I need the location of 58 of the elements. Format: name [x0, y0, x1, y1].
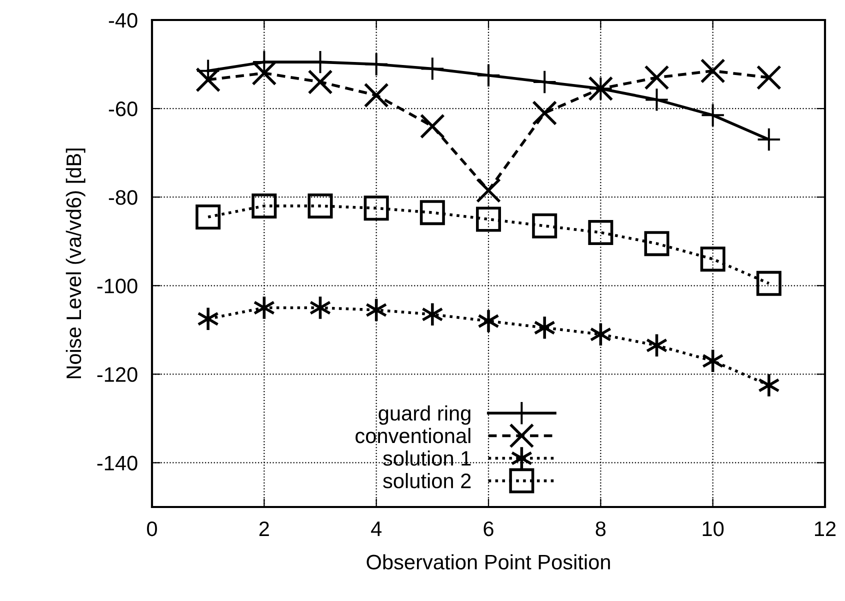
- point: [644, 231, 670, 256]
- point: [756, 270, 782, 296]
- point: [644, 65, 670, 90]
- point: [364, 196, 389, 221]
- point: [476, 206, 501, 232]
- point: [421, 302, 444, 327]
- y-tick-label: -120: [97, 367, 138, 382]
- point: [590, 322, 612, 347]
- y-tick-label: -140: [97, 456, 138, 470]
- legend-label: guard ring: [378, 405, 470, 425]
- point: [534, 315, 556, 340]
- point: [702, 104, 724, 126]
- point: [646, 332, 668, 358]
- point: [197, 306, 220, 332]
- point: [702, 348, 724, 374]
- y-tick-label: -40: [108, 13, 138, 28]
- x-tick-label: 10: [702, 521, 724, 536]
- point: [365, 297, 388, 322]
- point: [477, 308, 500, 334]
- point: [758, 128, 780, 151]
- point: [646, 88, 668, 111]
- x-tick-label: 4: [371, 522, 382, 536]
- point: [420, 114, 445, 139]
- point: [308, 69, 333, 94]
- point: [532, 213, 558, 238]
- y-axis-title: Noise Level (va/vd6) [dB]: [66, 148, 86, 378]
- x-tick-label: 8: [596, 521, 606, 536]
- point: [196, 204, 221, 230]
- point: [700, 246, 726, 272]
- point: [476, 178, 501, 203]
- y-tick-label: -100: [97, 278, 138, 294]
- x-tick-label: 0: [147, 521, 157, 536]
- point: [588, 220, 614, 246]
- point: [756, 65, 782, 90]
- x-tick-label: 6: [484, 521, 494, 536]
- x-tick-label: 2: [259, 521, 269, 536]
- y-tick-label: -60: [108, 102, 138, 116]
- legend-label: solution 1: [383, 450, 471, 466]
- point: [420, 200, 445, 226]
- point: [700, 58, 726, 84]
- point: [758, 372, 780, 398]
- point: [532, 100, 558, 126]
- point: [252, 193, 277, 218]
- point: [533, 70, 556, 94]
- point: [252, 60, 277, 86]
- point: [421, 58, 444, 80]
- x-tick-label: 12: [815, 521, 836, 536]
- legend-label: solution 2: [383, 472, 471, 488]
- point: [309, 295, 332, 320]
- point: [364, 82, 389, 108]
- legend-label: conventional: [356, 428, 470, 444]
- x-axis-title: Observation Point Position: [366, 554, 610, 570]
- point: [477, 64, 500, 86]
- point: [253, 295, 276, 320]
- point: [365, 53, 388, 76]
- y-tick-label: -80: [108, 190, 138, 205]
- point: [308, 193, 333, 218]
- point: [196, 67, 221, 92]
